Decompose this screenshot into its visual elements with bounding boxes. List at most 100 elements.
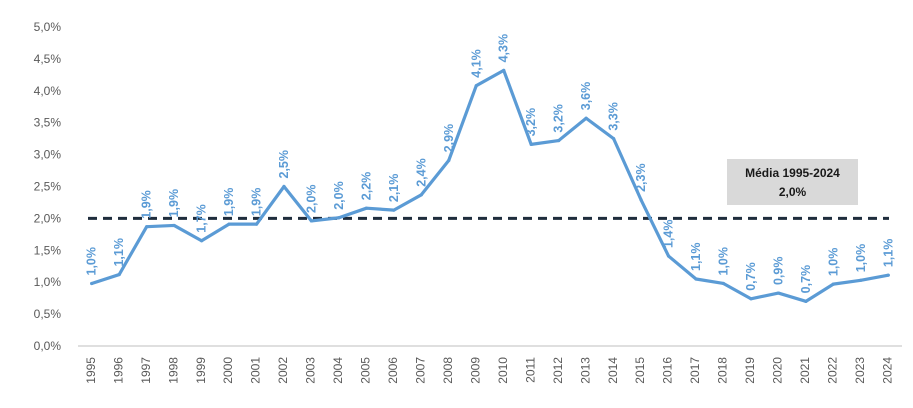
data-point [419, 193, 423, 197]
x-tick-label: 1996 [111, 357, 125, 384]
data-point [776, 291, 781, 295]
x-tick-label: 2014 [606, 357, 620, 384]
average-annotation: Média 1995-2024 2,0% [727, 159, 858, 205]
y-tick-label: 2,0% [34, 211, 62, 225]
series-group [90, 68, 890, 303]
data-point [309, 219, 314, 223]
x-tick-label: 2017 [688, 357, 702, 384]
x-tick-label: 2021 [798, 357, 812, 384]
x-tick-label: 2013 [578, 357, 592, 384]
y-tick-label: 2,5% [34, 180, 62, 194]
data-label: 1,7% [195, 204, 209, 233]
data-point [447, 158, 451, 162]
x-tick-label: 2002 [276, 357, 290, 384]
data-point [145, 225, 149, 229]
y-tick-label: 0,5% [34, 307, 62, 321]
x-tick-label: 2018 [716, 357, 730, 384]
data-label: 0,7% [799, 265, 813, 294]
data-label: 2,2% [359, 172, 373, 201]
data-label: 4,1% [469, 49, 483, 78]
x-tick-label: 2019 [743, 357, 757, 384]
data-point [749, 297, 753, 301]
data-label: 1,1% [112, 238, 126, 267]
x-tick-label: 2024 [880, 357, 894, 384]
data-label: 4,3% [497, 34, 511, 63]
data-label: 0,9% [771, 257, 785, 286]
data-label: 2,5% [277, 150, 291, 179]
y-axis: 0,0% 0,5% 1,0% 1,5% 2,0% 2,5% 3,0% 3,5% 4,0% 4,5%… [34, 20, 62, 353]
x-tick-label: 2006 [386, 357, 400, 384]
x-axis: 1995 1996 1997 1998 1999 2000 2001 2002 2003 2004… [78, 345, 902, 384]
data-label: 1,1% [689, 243, 703, 272]
data-label: 1,0% [716, 247, 730, 276]
x-tick-label: 1997 [139, 357, 153, 384]
data-point [584, 116, 588, 120]
data-point [502, 68, 506, 72]
data-point [804, 299, 808, 303]
x-tick-label: 1995 [84, 357, 98, 384]
data-point [254, 222, 259, 226]
data-point [172, 223, 176, 228]
data-point [474, 84, 478, 88]
data-label: 2,0% [304, 184, 318, 213]
data-label: 2,4% [414, 158, 428, 187]
y-tick-label: 1,0% [34, 275, 62, 289]
x-tick-label: 2022 [826, 357, 840, 384]
y-tick-label: 1,5% [34, 243, 62, 257]
average-annotation-box [727, 159, 858, 205]
x-tick-label: 2000 [221, 357, 235, 384]
data-label: 2,0% [332, 181, 346, 210]
data-label: 2,1% [387, 174, 401, 203]
x-tick-label: 1999 [194, 357, 208, 384]
data-label: 3,2% [552, 104, 566, 133]
x-tick-label: 2007 [414, 357, 428, 384]
data-label: 0,7% [744, 262, 758, 291]
data-point [666, 254, 671, 258]
data-point [282, 184, 286, 189]
data-point [612, 137, 616, 141]
x-tick-label: 2020 [771, 357, 785, 384]
x-tick-label: 2010 [496, 357, 510, 384]
data-label: 1,9% [140, 190, 154, 219]
data-point [337, 216, 341, 220]
x-tick-label: 2008 [441, 357, 455, 384]
x-tick-label: 2016 [661, 357, 675, 384]
data-label: 1,9% [167, 189, 181, 218]
data-point [90, 281, 94, 286]
data-point [694, 277, 698, 281]
x-tick-label: 2012 [551, 357, 565, 384]
x-tick-label: 2003 [304, 357, 318, 384]
data-labels-group: 1,0% 1,1% 1,9% 1,9% 1,7% 1,9% 1,9% 2,5% 2,0% 2,0%… [85, 34, 896, 293]
data-label: 1,0% [85, 247, 99, 276]
y-tick-label: 5,0% [34, 20, 62, 34]
data-label: 2,9% [442, 124, 456, 153]
y-tick-label: 0,0% [34, 339, 62, 353]
data-point [227, 222, 231, 226]
data-label: 2,3% [634, 163, 648, 192]
data-point [529, 142, 533, 146]
x-tick-label: 2015 [633, 357, 647, 384]
data-point [886, 273, 890, 277]
data-label: 3,3% [607, 102, 621, 131]
x-tick-label: 2001 [249, 357, 263, 384]
data-label: 3,6% [579, 82, 593, 111]
y-tick-label: 3,0% [34, 148, 62, 162]
data-point [117, 272, 121, 277]
data-label: 1,0% [826, 248, 840, 277]
series-line [90, 68, 890, 303]
data-point [200, 239, 204, 243]
x-tick-label: 2005 [359, 357, 373, 384]
data-point [859, 278, 863, 282]
y-tick-label: 4,5% [34, 52, 62, 66]
data-point [831, 282, 835, 286]
y-tick-label: 4,0% [34, 84, 62, 98]
average-annotation-value: 2,0% [779, 185, 807, 199]
x-tick-label: 2011 [523, 357, 537, 383]
x-tick-label: 2004 [331, 357, 345, 384]
data-label: 1,4% [662, 220, 676, 249]
x-tick-label: 2009 [468, 357, 482, 384]
x-tick-label: 1998 [166, 357, 180, 384]
data-point [639, 198, 643, 202]
data-label: 1,1% [881, 239, 895, 268]
